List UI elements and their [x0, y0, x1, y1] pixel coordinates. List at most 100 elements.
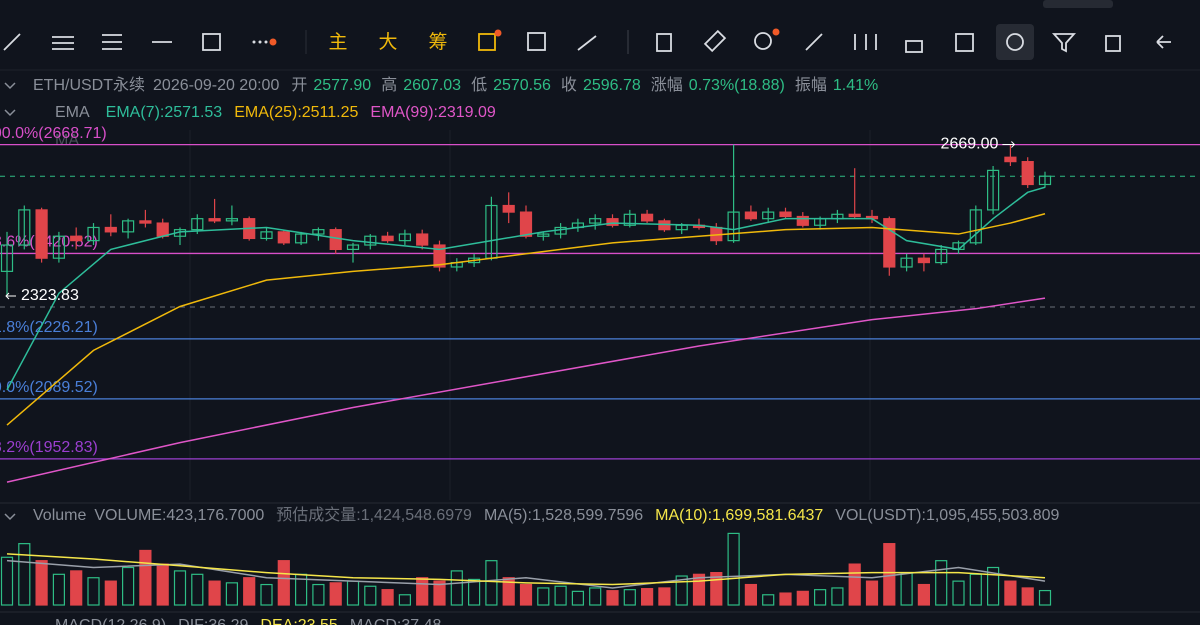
candle-body: [935, 248, 948, 264]
volume-bar: [364, 585, 377, 606]
candle-body: [1004, 156, 1017, 163]
volume-bar: [18, 543, 31, 606]
indicator-line: [6, 186, 1046, 391]
volume-bar: [173, 570, 187, 606]
toolbar-label[interactable]: 筹: [428, 31, 447, 53]
candle-body: [35, 209, 48, 259]
candle-body: [156, 222, 169, 237]
volume-bar: [554, 585, 567, 606]
volume-bar: [208, 580, 221, 606]
volume-bar: [191, 573, 204, 606]
info-text: 2026-09-20 20:00: [153, 77, 279, 94]
volume-bar: [883, 543, 896, 606]
candle-body: [537, 233, 550, 237]
volume-bar: [468, 578, 481, 606]
info-text: MACD(12,26,9): [55, 617, 166, 625]
candle-body: [295, 233, 308, 244]
toolbar-label[interactable]: 主: [328, 31, 347, 53]
candle-body: [70, 235, 83, 242]
info-text: VOLUME:423,176.7000: [94, 507, 264, 524]
volume-bar: [0, 556, 14, 606]
volume-bar: [658, 587, 671, 606]
fib-label: 50.0%(2089.52): [0, 379, 98, 396]
volume-bar: [589, 587, 602, 606]
volume-bar: [831, 587, 844, 606]
candle-body: [658, 220, 671, 231]
volume-bar: [675, 575, 688, 606]
candle-body: [208, 218, 221, 222]
info-text: ETH/USDT永续: [33, 76, 145, 94]
volume-bar: [813, 589, 827, 606]
candle-body: [969, 209, 982, 244]
icon-parallel[interactable]: [52, 36, 74, 50]
volume-bar: [692, 573, 706, 606]
collapse-icon[interactable]: [4, 109, 16, 117]
info-text: EMA(99):2319.09: [370, 104, 496, 121]
volume-bar: [710, 572, 723, 606]
volume-bar: [917, 583, 931, 606]
volume-bar: [606, 590, 619, 606]
volume-bar: [537, 587, 550, 606]
candle-body: [589, 218, 602, 224]
info-text: 2570.56: [493, 77, 551, 94]
top-tab: [1043, 0, 1113, 8]
info-text: 低: [471, 76, 487, 94]
volume-bar: [519, 583, 533, 606]
volume-bar: [87, 577, 100, 606]
candle-body: [121, 220, 135, 233]
info-text: 1.41%: [833, 77, 878, 94]
info-text: DEA:23.55: [260, 617, 337, 625]
volume-bar: [935, 560, 948, 606]
volume-bar: [381, 589, 394, 606]
candle-body: [640, 213, 654, 222]
candle-body: [398, 233, 411, 242]
icons-right[interactable]: [478, 24, 1171, 60]
toolbar: [3, 24, 1171, 60]
candle-body: [1021, 161, 1034, 186]
volume-bar: [1004, 580, 1017, 606]
candle-body: [364, 235, 377, 246]
volume-bar: [796, 590, 809, 606]
indicator-line: [6, 213, 1046, 426]
icon-trend[interactable]: [3, 33, 21, 51]
candle-body: [260, 231, 273, 240]
info-text: 预估成交量:1,424,548.6979: [276, 506, 472, 524]
volume-bar: [416, 577, 429, 606]
volume-bar: [571, 590, 585, 606]
info-text: EMA(7):2571.53: [106, 104, 223, 121]
collapse-icon[interactable]: [4, 513, 16, 521]
volume-bar: [485, 560, 498, 606]
volume-bar: [329, 582, 342, 606]
icon-rect[interactable]: [202, 33, 221, 51]
fib-label: 61.8%(2226.21): [0, 319, 98, 336]
volume-bar: [243, 577, 256, 606]
icon-lines[interactable]: [102, 34, 122, 50]
collapse-icon[interactable]: [4, 82, 16, 90]
info-text: MA(10):1,699,581.6437: [655, 507, 823, 524]
candle-body: [104, 226, 117, 233]
candle-body: [0, 244, 14, 272]
volume-bar: [762, 594, 775, 606]
low-label: 2323.83: [21, 287, 79, 304]
candle-body: [225, 218, 238, 222]
volume-bar: [640, 588, 654, 606]
info-text: 振幅: [795, 76, 827, 94]
volume-bar: [744, 583, 758, 606]
toolbar-label[interactable]: 大: [378, 31, 397, 53]
volume-bar: [986, 566, 1000, 606]
icon-more[interactable]: [252, 38, 277, 46]
candle-body: [796, 215, 809, 226]
candle-body: [87, 226, 100, 242]
volume-bar: [52, 573, 66, 606]
candle-body: [381, 235, 394, 242]
volume-bar: [450, 570, 463, 606]
info-text: 涨幅: [651, 76, 683, 94]
indicator-line: [6, 297, 1046, 483]
candle-body: [917, 257, 931, 264]
volume-bar: [225, 582, 238, 606]
info-text: 2577.90: [313, 77, 371, 94]
info-text: EMA(25):2511.25: [234, 104, 358, 121]
